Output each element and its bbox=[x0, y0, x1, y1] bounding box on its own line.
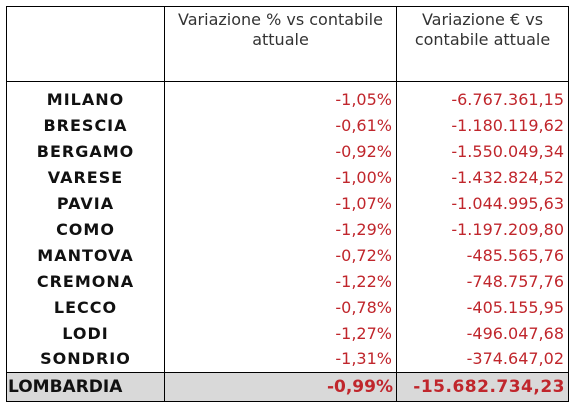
table-row: MANTOVA -0,72% -485.565,76 bbox=[6, 242, 569, 269]
province-name: COMO bbox=[6, 216, 165, 243]
variation-eur-value: -1.432.824,52 bbox=[396, 164, 569, 191]
variation-pct-value: -1,27% bbox=[164, 320, 397, 347]
table-row: VARESE -1,00% -1.432.824,52 bbox=[6, 164, 569, 191]
variation-pct-value: -1,07% bbox=[164, 190, 397, 217]
total-variation-pct: -0,99% bbox=[164, 372, 397, 402]
province-name: MANTOVA bbox=[6, 242, 165, 269]
table-row: PAVIA -1,07% -1.044.995,63 bbox=[6, 190, 569, 217]
header-variation-eur: Variazione € vs contabile attuale bbox=[396, 6, 569, 82]
table-row: BERGAMO -0,92% -1.550.049,34 bbox=[6, 138, 569, 165]
table-row: COMO -1,29% -1.197.209,80 bbox=[6, 216, 569, 243]
gap-cell bbox=[396, 81, 569, 87]
total-row: LOMBARDIA -0,99% -15.682.734,23 bbox=[6, 372, 569, 402]
variation-pct-value: -0,61% bbox=[164, 112, 397, 139]
province-name: PAVIA bbox=[6, 190, 165, 217]
province-name: LECCO bbox=[6, 294, 165, 321]
header-blank-cell bbox=[6, 6, 165, 82]
province-name: SONDRIO bbox=[6, 346, 165, 373]
province-name: BERGAMO bbox=[6, 138, 165, 165]
variation-pct-value: -1,05% bbox=[164, 86, 397, 113]
variation-pct-value: -0,72% bbox=[164, 242, 397, 269]
province-name: CREMONA bbox=[6, 268, 165, 295]
variation-eur-value: -6.767.361,15 bbox=[396, 86, 569, 113]
variation-eur-value: -1.550.049,34 bbox=[396, 138, 569, 165]
table-body: Variazione % vs contabile attuale Variaz… bbox=[6, 6, 569, 402]
table-row: LODI -1,27% -496.047,68 bbox=[6, 320, 569, 347]
province-name: VARESE bbox=[6, 164, 165, 191]
table-row: LECCO -0,78% -405.155,95 bbox=[6, 294, 569, 321]
header-variation-pct: Variazione % vs contabile attuale bbox=[164, 6, 397, 82]
variation-pct-value: -1,22% bbox=[164, 268, 397, 295]
variation-eur-value: -485.565,76 bbox=[396, 242, 569, 269]
variation-pct-value: -1,29% bbox=[164, 216, 397, 243]
province-name: LODI bbox=[6, 320, 165, 347]
variation-eur-value: -748.757,76 bbox=[396, 268, 569, 295]
header-gap-row bbox=[6, 81, 569, 87]
variation-eur-value: -1.197.209,80 bbox=[396, 216, 569, 243]
variation-eur-value: -1.180.119,62 bbox=[396, 112, 569, 139]
variation-eur-value: -496.047,68 bbox=[396, 320, 569, 347]
province-name: MILANO bbox=[6, 86, 165, 113]
variation-pct-value: -1,00% bbox=[164, 164, 397, 191]
total-region-name: LOMBARDIA bbox=[6, 372, 165, 402]
table-row: BRESCIA -0,61% -1.180.119,62 bbox=[6, 112, 569, 139]
variation-eur-value: -374.647,02 bbox=[396, 346, 569, 373]
table-row: MILANO -1,05% -6.767.361,15 bbox=[6, 86, 569, 113]
variation-eur-value: -1.044.995,63 bbox=[396, 190, 569, 217]
header-row: Variazione % vs contabile attuale Variaz… bbox=[6, 6, 569, 82]
total-variation-eur: -15.682.734,23 bbox=[396, 372, 569, 402]
table-row: SONDRIO -1,31% -374.647,02 bbox=[6, 346, 569, 373]
province-name: BRESCIA bbox=[6, 112, 165, 139]
variation-eur-value: -405.155,95 bbox=[396, 294, 569, 321]
table-row: CREMONA -1,22% -748.757,76 bbox=[6, 268, 569, 295]
variation-pct-value: -0,92% bbox=[164, 138, 397, 165]
variation-pct-value: -0,78% bbox=[164, 294, 397, 321]
variation-pct-value: -1,31% bbox=[164, 346, 397, 373]
variation-table: Variazione % vs contabile attuale Variaz… bbox=[6, 6, 569, 402]
